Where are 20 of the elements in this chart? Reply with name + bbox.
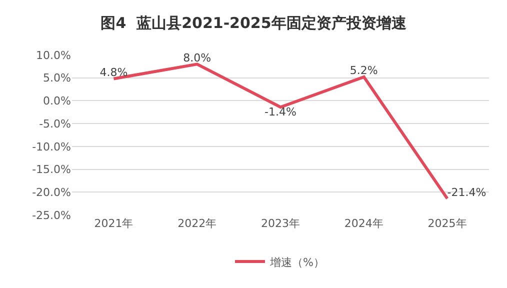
legend-label: 增速（%）	[269, 256, 324, 269]
y-tick-label: 0.0%	[43, 94, 71, 108]
data-label: 8.0%	[183, 51, 212, 64]
x-tick-label: 2022年	[178, 217, 217, 230]
x-tick-label: 2025年	[428, 217, 467, 230]
data-label: 4.8%	[100, 66, 128, 80]
x-tick-label: 2024年	[344, 217, 384, 230]
data-label: -21.4%	[447, 186, 486, 199]
y-tick-label: 10.0%	[36, 48, 71, 62]
y-tick-label: -5.0%	[39, 117, 71, 130]
x-tick-label: 2023年	[261, 217, 300, 230]
y-tick-label: -15.0%	[32, 163, 71, 176]
y-tick-label: -25.0%	[32, 208, 71, 222]
data-label: 5.2%	[350, 64, 378, 78]
data-label: -1.4%	[264, 105, 296, 118]
y-tick-label: -20.0%	[32, 186, 71, 199]
y-tick-label: 5.0%	[43, 72, 71, 85]
x-tick-label: 2021年	[94, 217, 134, 230]
y-tick-label: -10.0%	[32, 140, 71, 154]
chart-title: 图4 蓝山县2021-2025年固定资产投资增速	[100, 14, 408, 32]
